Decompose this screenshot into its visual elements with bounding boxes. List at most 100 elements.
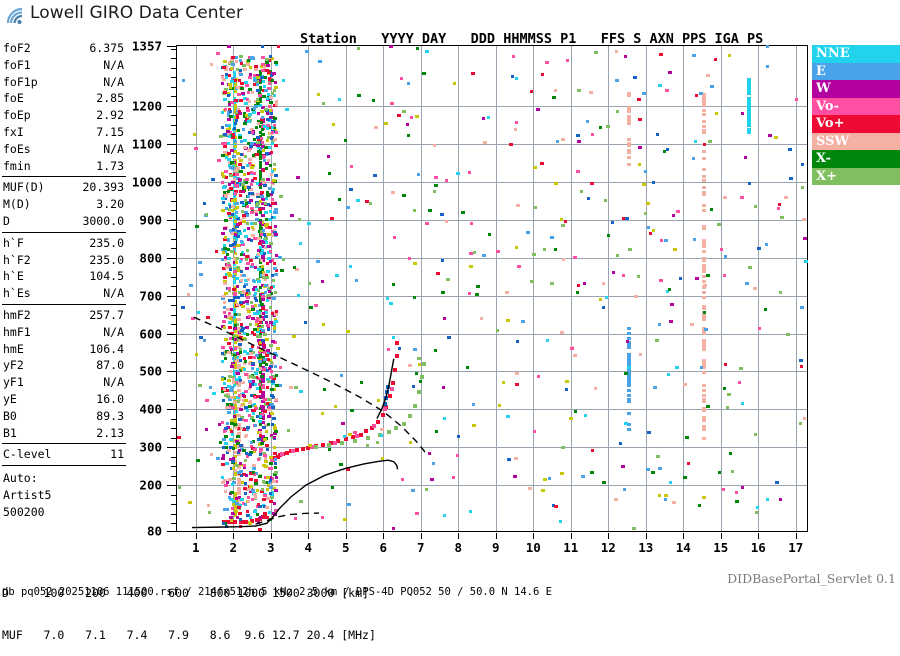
noise-point — [232, 125, 237, 129]
noise-point — [233, 149, 238, 153]
param-divider — [2, 176, 126, 178]
noise-point — [664, 493, 668, 497]
param-value: 87.0 — [96, 358, 124, 373]
noise-point — [262, 85, 267, 89]
noise-point — [702, 370, 706, 374]
noise-point — [273, 340, 277, 344]
y-tick-minor — [171, 456, 176, 458]
noise-point — [236, 441, 240, 445]
noise-point — [765, 65, 770, 69]
noise-point — [261, 222, 265, 226]
noise-point — [627, 359, 631, 363]
noise-point — [199, 272, 203, 276]
noise-point — [231, 406, 235, 410]
noise-point — [258, 151, 263, 155]
noise-point — [202, 201, 207, 205]
noise-point — [799, 359, 803, 363]
noise-point — [233, 471, 238, 474]
legend-item-x[interactable]: X+ — [812, 167, 900, 185]
noise-point — [252, 466, 257, 470]
noise-point — [270, 274, 275, 278]
noise-point — [265, 368, 270, 372]
legend-item-x[interactable]: X- — [812, 150, 900, 168]
noise-point — [233, 108, 238, 112]
noise-point — [221, 296, 225, 300]
ionogram-plot[interactable] — [176, 44, 808, 532]
noise-point — [253, 447, 257, 451]
noise-point — [223, 257, 228, 261]
noise-point — [268, 79, 272, 83]
noise-point — [244, 278, 248, 282]
noise-point — [638, 352, 643, 356]
series-point — [269, 458, 274, 463]
noise-point — [275, 383, 279, 387]
noise-point — [248, 453, 252, 456]
noise-point — [237, 110, 242, 114]
noise-point — [251, 379, 255, 383]
noise-point — [702, 190, 706, 194]
noise-point — [665, 289, 670, 293]
noise-point — [242, 185, 246, 189]
noise-point — [668, 480, 673, 484]
noise-point — [241, 326, 245, 330]
noise-point — [270, 412, 274, 416]
noise-point — [242, 465, 247, 469]
noise-point — [230, 198, 235, 202]
noise-point — [780, 215, 784, 219]
noise-point — [237, 495, 242, 499]
noise-point — [356, 198, 360, 202]
noise-point — [224, 461, 229, 465]
noise-point — [243, 492, 248, 496]
legend-item-w[interactable]: W — [812, 80, 900, 98]
series-point — [408, 414, 413, 419]
noise-point — [269, 112, 274, 116]
noise-point — [272, 487, 276, 491]
noise-point — [446, 277, 450, 281]
noise-point — [270, 394, 274, 398]
noise-point — [241, 253, 246, 257]
noise-point — [227, 183, 232, 187]
noise-point — [238, 342, 242, 346]
noise-point — [265, 161, 269, 165]
noise-point — [274, 144, 278, 148]
legend-item-nne[interactable]: NNE — [812, 45, 900, 63]
legend-item-vo[interactable]: Vo- — [812, 97, 900, 115]
noise-point — [280, 268, 284, 272]
param-group-muf: MUF(D) 20.393 M(D) 3.20 D 3000.0 — [0, 179, 128, 229]
noise-point — [222, 185, 226, 189]
noise-point — [223, 141, 227, 145]
noise-point — [253, 222, 257, 226]
noise-point — [271, 202, 275, 206]
auto-scaler-code: 500200 — [3, 504, 45, 519]
noise-point — [250, 304, 255, 308]
noise-point — [223, 490, 228, 494]
series-point — [313, 444, 318, 449]
noise-point — [251, 129, 256, 133]
noise-point — [561, 445, 565, 449]
series-point — [244, 519, 249, 524]
noise-point — [255, 394, 260, 398]
noise-point — [264, 240, 269, 244]
noise-point — [237, 313, 241, 317]
legend-item-e[interactable]: E — [812, 62, 900, 80]
noise-point — [222, 134, 226, 138]
noise-point — [627, 121, 631, 125]
legend-item-vo[interactable]: Vo+ — [812, 115, 900, 133]
noise-point — [274, 99, 279, 103]
noise-point — [243, 139, 247, 143]
legend-item-ssw[interactable]: SSW — [812, 132, 900, 150]
noise-point — [227, 379, 231, 383]
noise-point — [233, 420, 238, 424]
y-tick-minor — [171, 466, 176, 468]
noise-point — [452, 82, 457, 86]
noise-point — [249, 477, 253, 481]
noise-point — [601, 305, 606, 309]
noise-point — [261, 206, 265, 210]
noise-point — [799, 365, 804, 369]
noise-point — [615, 110, 620, 114]
noise-point — [236, 450, 240, 454]
noise-point — [232, 480, 236, 484]
noise-point — [258, 211, 263, 215]
noise-point — [232, 257, 237, 261]
noise-point — [391, 191, 395, 195]
